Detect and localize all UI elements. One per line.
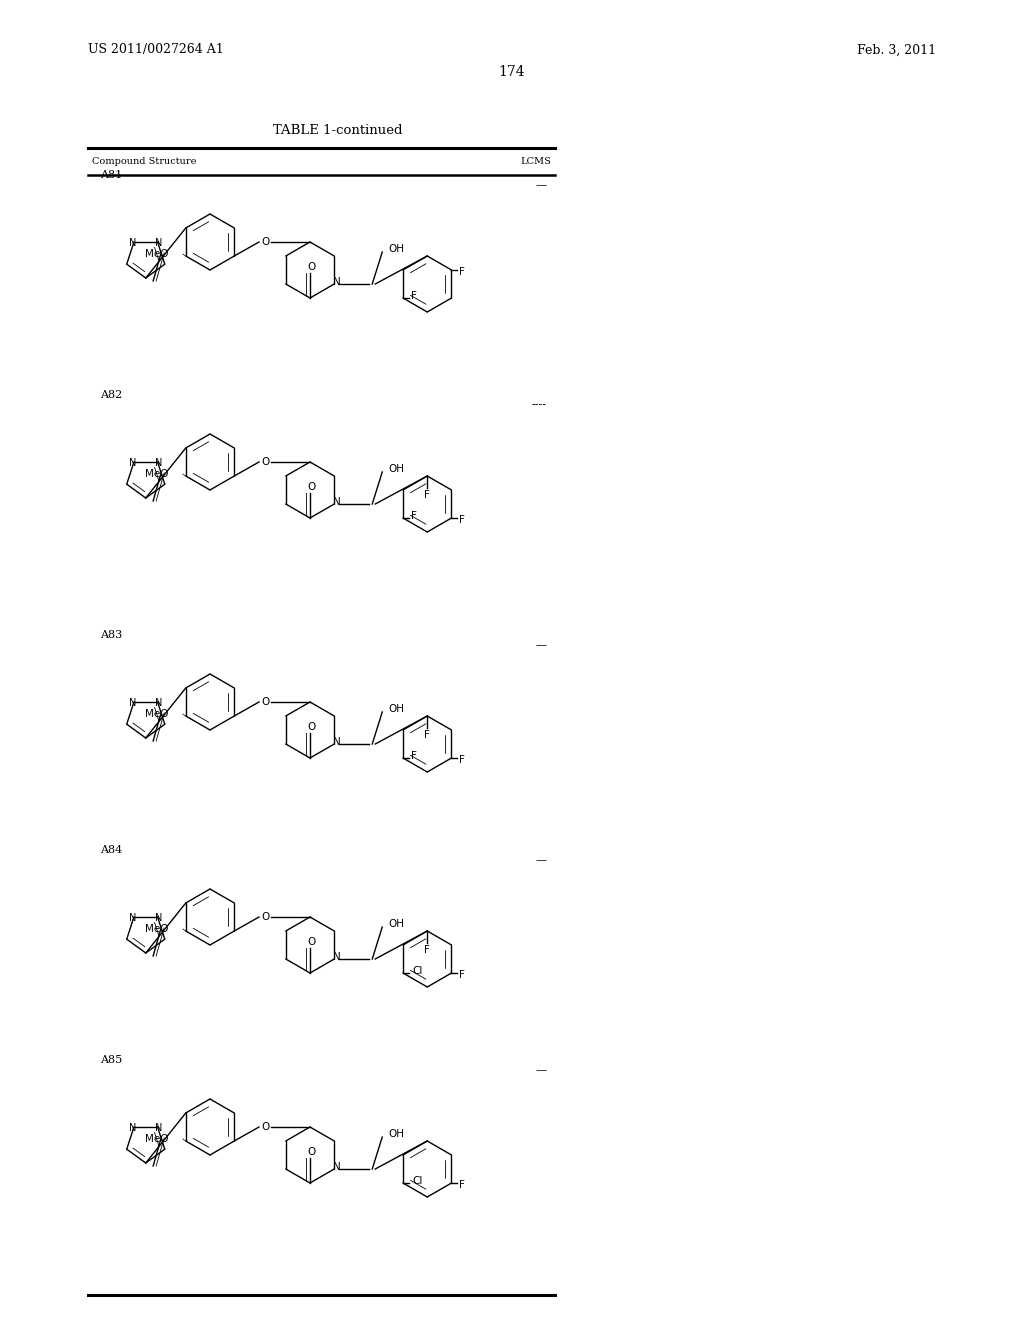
Text: N: N bbox=[334, 498, 341, 507]
Text: O: O bbox=[261, 457, 269, 467]
Text: A83: A83 bbox=[100, 630, 122, 640]
Text: TABLE 1-continued: TABLE 1-continued bbox=[273, 124, 402, 136]
Text: F: F bbox=[460, 970, 465, 979]
Text: N: N bbox=[155, 458, 162, 467]
Text: Cl: Cl bbox=[412, 966, 422, 975]
Text: A85: A85 bbox=[100, 1055, 122, 1065]
Text: OH: OH bbox=[388, 704, 404, 714]
Text: MeO: MeO bbox=[145, 469, 169, 479]
Text: 174: 174 bbox=[499, 65, 525, 79]
Text: N: N bbox=[334, 277, 341, 286]
Text: OH: OH bbox=[388, 1129, 404, 1139]
Text: MeO: MeO bbox=[145, 1134, 169, 1144]
Text: LCMS: LCMS bbox=[520, 157, 551, 166]
Text: N: N bbox=[155, 698, 162, 708]
Text: O: O bbox=[261, 238, 269, 247]
Text: N: N bbox=[129, 458, 136, 467]
Text: F: F bbox=[424, 490, 430, 500]
Text: F: F bbox=[460, 1180, 465, 1191]
Text: N: N bbox=[334, 952, 341, 962]
Text: O: O bbox=[308, 261, 316, 272]
Text: F: F bbox=[424, 945, 430, 954]
Text: N: N bbox=[334, 737, 341, 747]
Text: F: F bbox=[411, 290, 417, 301]
Text: O: O bbox=[261, 912, 269, 921]
Text: —: — bbox=[536, 855, 547, 865]
Text: Cl: Cl bbox=[412, 1176, 422, 1185]
Text: Feb. 3, 2011: Feb. 3, 2011 bbox=[857, 44, 936, 57]
Text: OH: OH bbox=[388, 919, 404, 929]
Text: MeO: MeO bbox=[145, 709, 169, 719]
Text: N: N bbox=[155, 1123, 162, 1133]
Text: O: O bbox=[308, 722, 316, 733]
Text: N: N bbox=[129, 698, 136, 708]
Text: O: O bbox=[261, 1122, 269, 1133]
Text: O: O bbox=[308, 482, 316, 492]
Text: F: F bbox=[424, 730, 430, 741]
Text: O: O bbox=[308, 937, 316, 946]
Text: F: F bbox=[411, 511, 417, 521]
Text: ----: ---- bbox=[532, 400, 547, 411]
Text: N: N bbox=[129, 1123, 136, 1133]
Text: A84: A84 bbox=[100, 845, 122, 855]
Text: F: F bbox=[460, 267, 465, 277]
Text: —: — bbox=[536, 180, 547, 190]
Text: —: — bbox=[536, 1065, 547, 1074]
Text: F: F bbox=[460, 515, 465, 525]
Text: F: F bbox=[460, 755, 465, 766]
Text: —: — bbox=[536, 640, 547, 649]
Text: N: N bbox=[155, 238, 162, 248]
Text: A82: A82 bbox=[100, 389, 122, 400]
Text: A81: A81 bbox=[100, 170, 122, 180]
Text: F: F bbox=[411, 751, 417, 762]
Text: US 2011/0027264 A1: US 2011/0027264 A1 bbox=[88, 44, 224, 57]
Text: N: N bbox=[155, 913, 162, 923]
Text: OH: OH bbox=[388, 244, 404, 253]
Text: O: O bbox=[261, 697, 269, 708]
Text: N: N bbox=[129, 238, 136, 248]
Text: OH: OH bbox=[388, 465, 404, 474]
Text: N: N bbox=[334, 1162, 341, 1172]
Text: Compound Structure: Compound Structure bbox=[92, 157, 197, 166]
Text: MeO: MeO bbox=[145, 249, 169, 259]
Text: O: O bbox=[308, 1147, 316, 1158]
Text: MeO: MeO bbox=[145, 924, 169, 935]
Text: N: N bbox=[129, 913, 136, 923]
